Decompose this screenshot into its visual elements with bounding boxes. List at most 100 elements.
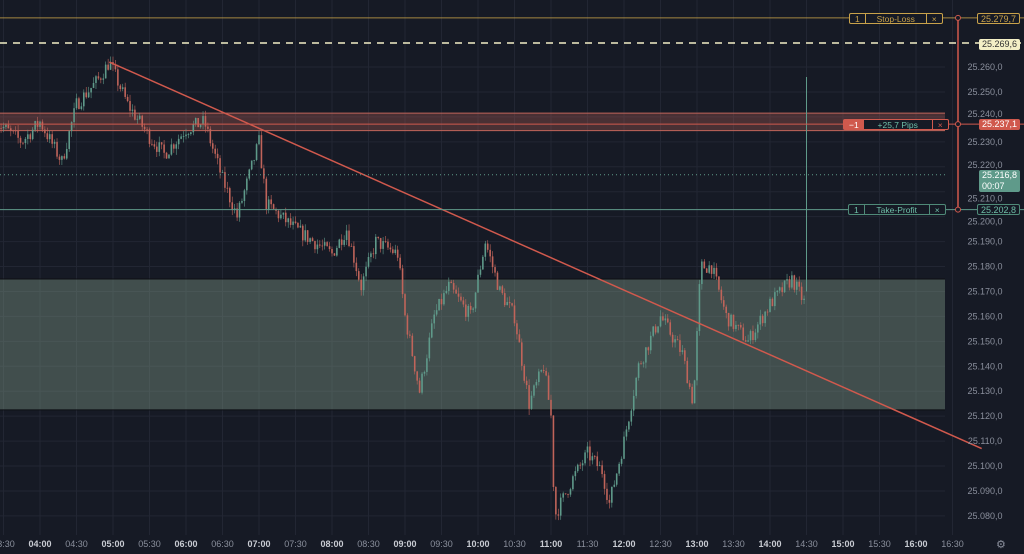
price-tick-label: 25.140,0	[967, 361, 1002, 371]
candle-body	[484, 243, 487, 257]
candle-body	[467, 305, 470, 317]
candle-body	[87, 92, 90, 98]
take-profit-order[interactable]: 1 Take-Profit ×	[848, 204, 946, 215]
candle-body	[19, 137, 22, 143]
candle-body	[182, 136, 185, 137]
candle-body	[243, 190, 246, 202]
time-axis: 03:30 04:00 04:30 05:00 05:30 06:00 06:30 07:00…	[0, 539, 964, 549]
candle-body	[586, 446, 589, 453]
candle-body	[525, 380, 528, 386]
price-tick-label: 25.080,0	[967, 511, 1002, 521]
candle-body	[141, 115, 143, 127]
candle-body	[246, 178, 248, 191]
candle-body	[192, 124, 195, 133]
candle-body	[555, 486, 557, 515]
position-order[interactable]: −1 +25,7 Pips ×	[843, 119, 949, 130]
candle-body	[601, 465, 603, 475]
candle-body	[625, 429, 628, 437]
candle-body	[14, 130, 17, 132]
candle-body	[328, 246, 331, 249]
candle-body	[158, 142, 161, 152]
grid	[0, 0, 953, 535]
candle-body	[253, 159, 255, 161]
time-tick-label: 07:30	[284, 539, 307, 549]
candle-body	[477, 274, 479, 293]
candle-body	[572, 476, 574, 490]
candle-body	[114, 64, 117, 70]
time-tick-label: 08:30	[357, 539, 380, 549]
candle-body	[713, 267, 715, 274]
candle-body	[513, 305, 516, 324]
candle-body	[448, 281, 450, 291]
candle-body	[715, 267, 718, 277]
candle-body	[747, 340, 749, 342]
time-tick-label: 05:00	[101, 539, 124, 549]
candle-body	[472, 308, 474, 310]
candle-body	[316, 244, 319, 250]
time-tick-label: 11:30	[577, 539, 599, 549]
gear-icon[interactable]: ⚙	[996, 539, 1006, 551]
candle-body	[727, 313, 730, 327]
candle-body	[793, 275, 796, 290]
candle-body	[272, 204, 275, 209]
candle-body	[304, 230, 307, 241]
candle-body	[194, 117, 197, 125]
candle-body	[241, 201, 243, 203]
stop-loss-close-button[interactable]: ×	[931, 14, 937, 24]
candle-body	[0, 128, 2, 129]
trend-line	[109, 61, 983, 450]
candle-body	[649, 335, 652, 351]
candle-body	[596, 456, 599, 467]
time-tick-label: 08:00	[320, 539, 343, 549]
candle-body	[474, 292, 477, 309]
candle-body	[2, 126, 5, 129]
candle-body	[338, 239, 341, 248]
candle-body	[671, 334, 674, 343]
candle-body	[53, 141, 56, 144]
candle-body	[443, 293, 445, 305]
candle-body	[803, 298, 805, 301]
candle-body	[740, 325, 742, 328]
candle-body	[518, 334, 521, 343]
candle-body	[399, 257, 401, 269]
candle-body	[438, 299, 440, 311]
candle-body	[418, 380, 421, 393]
candle-body	[564, 493, 567, 495]
candle-body	[701, 261, 703, 285]
candle-body	[379, 238, 382, 249]
take-profit-qty: 1	[849, 205, 865, 215]
candle-body	[540, 370, 543, 372]
time-tick-label: 09:00	[393, 539, 416, 549]
candle-body	[248, 169, 251, 179]
candle-body	[691, 386, 693, 404]
candle-body	[214, 148, 216, 154]
candle-body	[58, 156, 61, 160]
candle-body	[323, 242, 326, 246]
take-profit-close-button[interactable]: ×	[934, 205, 940, 215]
price-axis: 25.260,0 25.250,0 25.240,0 25.230,0 25.220,0…	[967, 62, 1002, 521]
candle-body	[603, 474, 606, 489]
price-tick-label: 25.170,0	[967, 286, 1002, 296]
candle-body	[136, 118, 139, 120]
candle-body	[95, 76, 97, 83]
candle-body	[216, 153, 219, 159]
candle-body	[662, 316, 664, 321]
candle-body	[705, 268, 708, 273]
candle-body	[190, 132, 192, 135]
candle-body	[778, 287, 781, 291]
time-tick-label: 11:00	[540, 539, 563, 549]
time-tick-label: 06:30	[211, 539, 234, 549]
candle-body	[516, 323, 518, 335]
stop-loss-order[interactable]: 1 Stop-Loss ×	[849, 13, 943, 24]
candle-body	[732, 314, 735, 329]
position-qty: −1	[844, 120, 864, 130]
candle-body	[299, 225, 302, 228]
candle-body	[306, 230, 309, 242]
candle-body	[632, 395, 635, 411]
candle-body	[360, 279, 362, 291]
position-close-button[interactable]: ×	[937, 120, 943, 130]
candle-body	[124, 87, 126, 97]
price-tick-label: 25.090,0	[967, 486, 1002, 496]
candle-body	[506, 302, 508, 306]
